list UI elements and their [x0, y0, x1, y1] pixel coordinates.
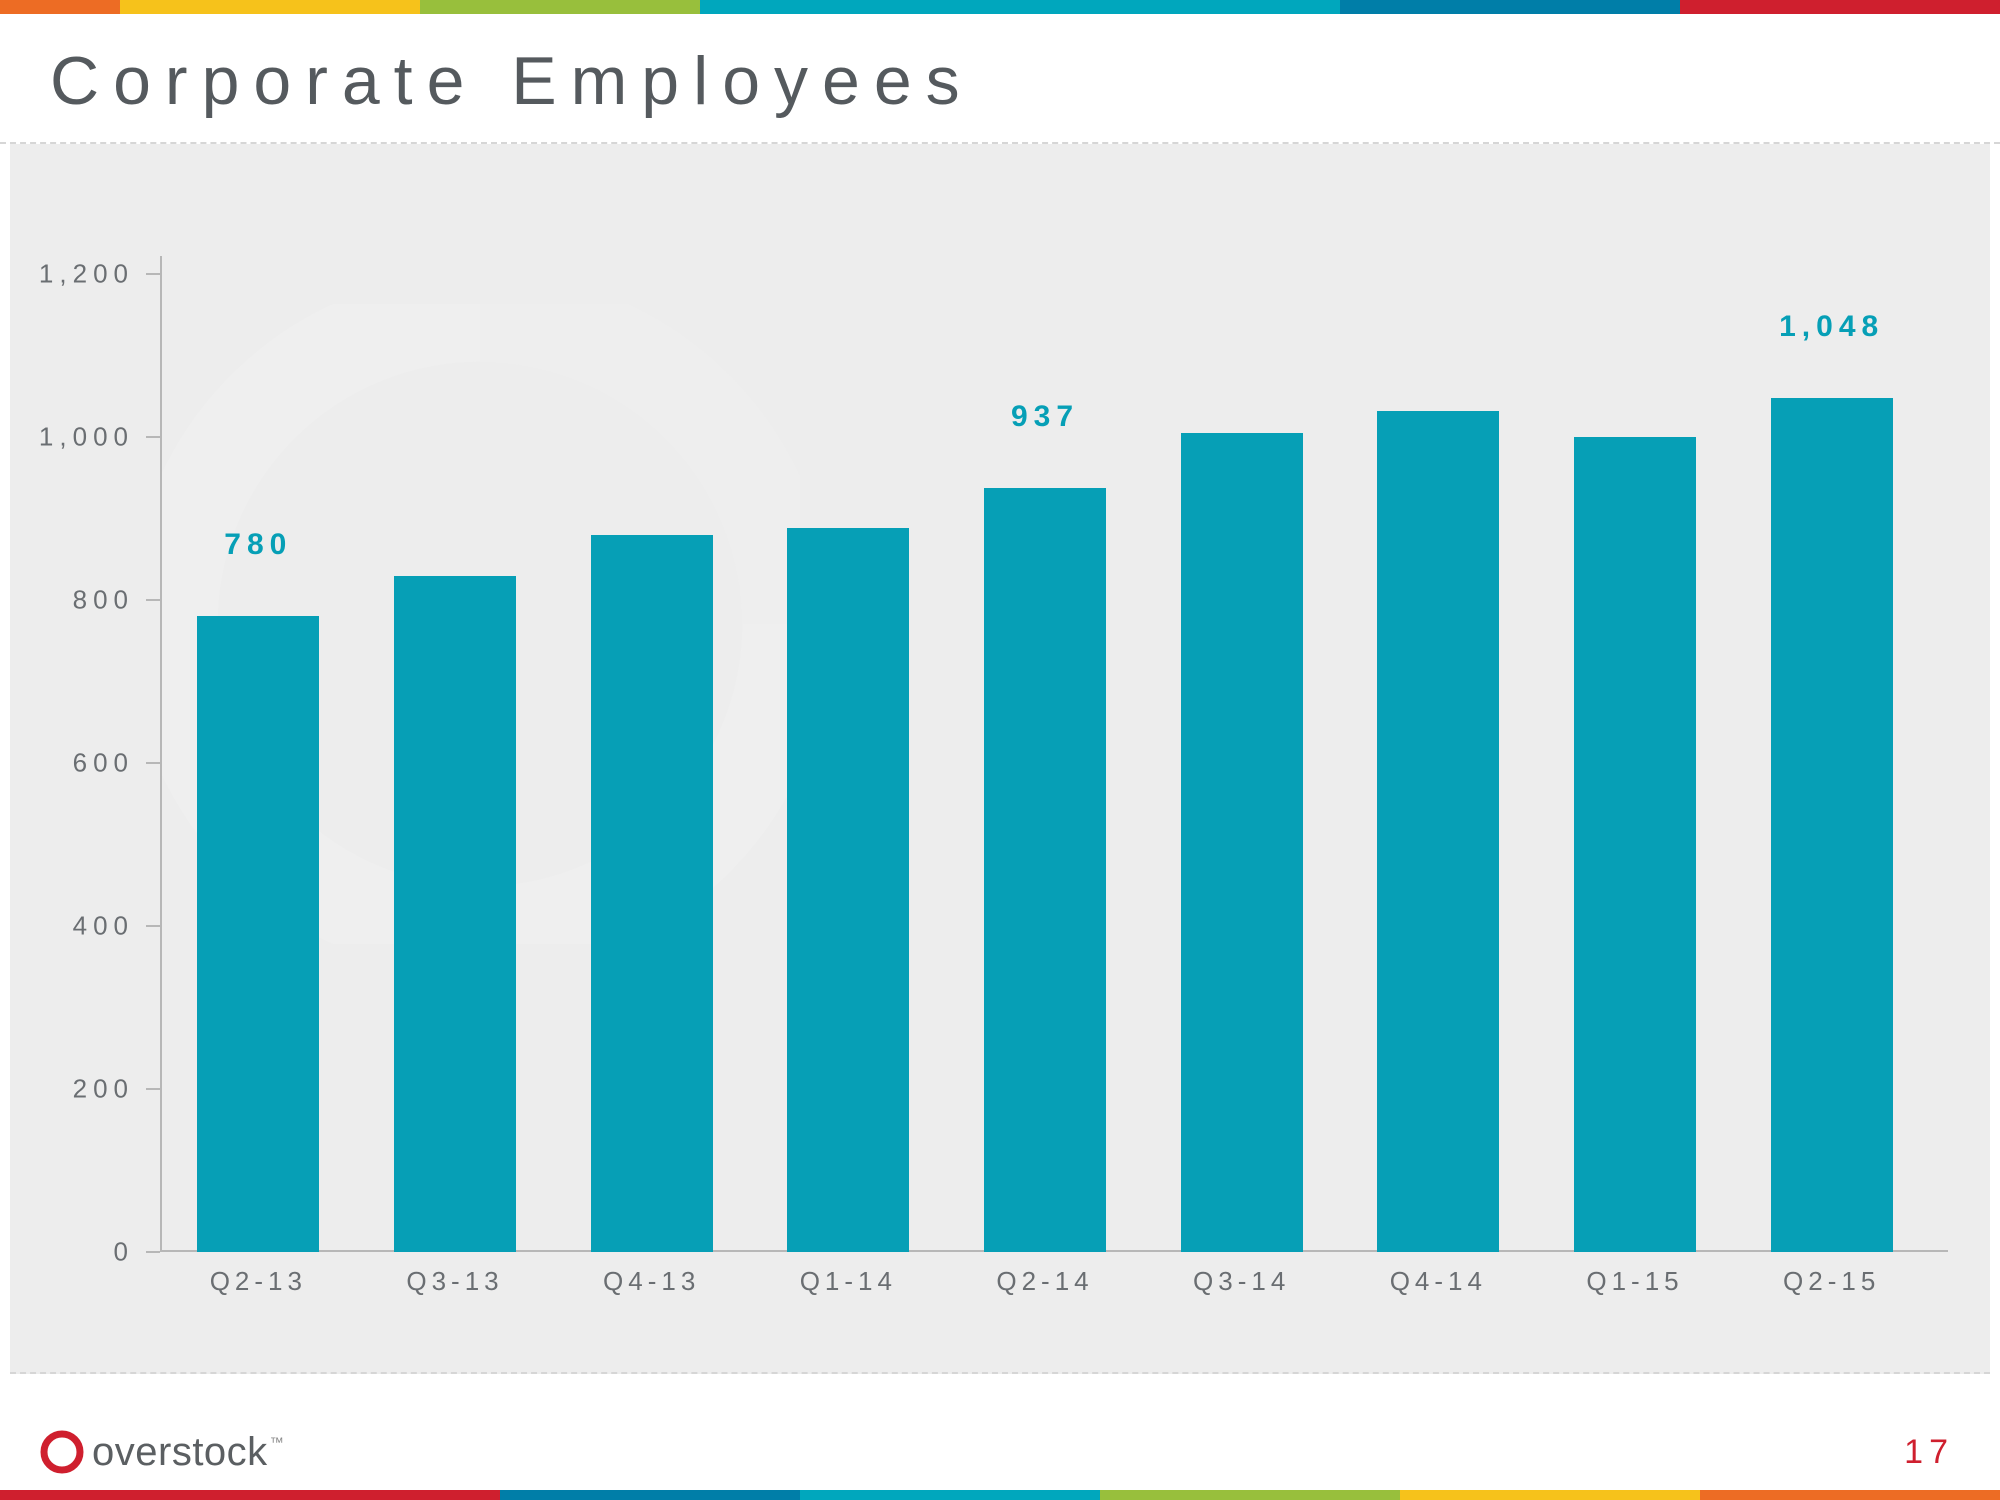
brand-name: overstock™: [92, 1430, 282, 1475]
bar: [197, 616, 319, 1252]
y-tick: [146, 762, 160, 764]
bar-value-label: 1,048: [1771, 310, 1893, 354]
y-tick-label: 0: [114, 1237, 134, 1268]
y-tick-label: 1,200: [39, 259, 134, 290]
bar-value-label: 780: [197, 528, 319, 572]
y-tick-label: 200: [73, 1074, 134, 1105]
bars-group: 780Q2-13 Q3-13 Q4-13 Q1-14 937Q2-14 Q3-14 Q4-1…: [160, 274, 1930, 1252]
y-tick-label: 400: [73, 911, 134, 942]
bar-slot: Q1-14: [787, 274, 909, 1252]
bottom-strip-segment: [0, 1490, 500, 1500]
top-strip-segment: [1680, 0, 2000, 14]
top-strip-segment: [700, 0, 1340, 14]
page-title: Corporate Employees: [50, 42, 1950, 120]
bar-slot: Q3-13: [394, 274, 516, 1252]
brand-logo: overstock™: [40, 1430, 282, 1475]
top-strip-segment: [420, 0, 700, 14]
y-tick-label: 800: [73, 585, 134, 616]
bar-slot: Q4-14: [1377, 274, 1499, 1252]
bottom-color-strip: [0, 1490, 2000, 1500]
bar-slot: Q3-14: [1181, 274, 1303, 1252]
footer: overstock™ 17: [0, 1404, 2000, 1500]
x-category-label: Q2-15: [1710, 1266, 1954, 1297]
bottom-strip-segment: [800, 1490, 1100, 1500]
bar-slot: 1,048Q2-15: [1771, 274, 1893, 1252]
brand-name-text: overstock: [92, 1430, 268, 1474]
top-color-strip: [0, 0, 2000, 14]
bar-slot: Q4-13: [591, 274, 713, 1252]
y-tick: [146, 436, 160, 438]
bar-value-label: 937: [984, 400, 1106, 444]
bottom-strip-segment: [1700, 1490, 2000, 1500]
bar: [787, 528, 909, 1252]
y-tick: [146, 925, 160, 927]
y-tick: [146, 1251, 160, 1253]
top-strip-segment: [1340, 0, 1680, 14]
bar: [984, 488, 1106, 1252]
bar: [1377, 411, 1499, 1252]
title-area: Corporate Employees: [0, 14, 2000, 144]
bar: [591, 535, 713, 1252]
page-number: 17: [1904, 1433, 1954, 1472]
y-tick: [146, 599, 160, 601]
overstock-o-icon: [40, 1430, 84, 1474]
y-tick: [146, 1088, 160, 1090]
trademark-symbol: ™: [270, 1434, 285, 1450]
bar-slot: 780Q2-13: [197, 274, 319, 1252]
top-strip-segment: [0, 0, 120, 14]
bottom-strip-segment: [1400, 1490, 1700, 1500]
bottom-strip-segment: [1100, 1490, 1400, 1500]
bar: [1771, 398, 1893, 1252]
y-tick: [146, 273, 160, 275]
bar: [1574, 437, 1696, 1252]
top-strip-segment: [120, 0, 420, 14]
bar-slot: Q1-15: [1574, 274, 1696, 1252]
y-tick-label: 1,000: [39, 422, 134, 453]
chart-plot-area: 780Q2-13 Q3-13 Q4-13 Q1-14 937Q2-14 Q3-14 Q4-1…: [160, 274, 1930, 1252]
bar-slot: 937Q2-14: [984, 274, 1106, 1252]
bar: [394, 576, 516, 1252]
bar: [1181, 433, 1303, 1252]
y-tick-label: 600: [73, 748, 134, 779]
chart-container: 780Q2-13 Q3-13 Q4-13 Q1-14 937Q2-14 Q3-14 Q4-1…: [10, 144, 1990, 1374]
bottom-strip-segment: [500, 1490, 800, 1500]
